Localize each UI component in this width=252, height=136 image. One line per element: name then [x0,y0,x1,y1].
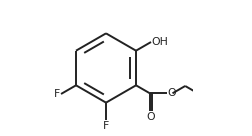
Text: O: O [146,112,155,122]
Text: F: F [103,121,109,131]
Text: OH: OH [152,37,169,47]
Text: F: F [54,89,60,99]
Text: O: O [168,88,176,98]
